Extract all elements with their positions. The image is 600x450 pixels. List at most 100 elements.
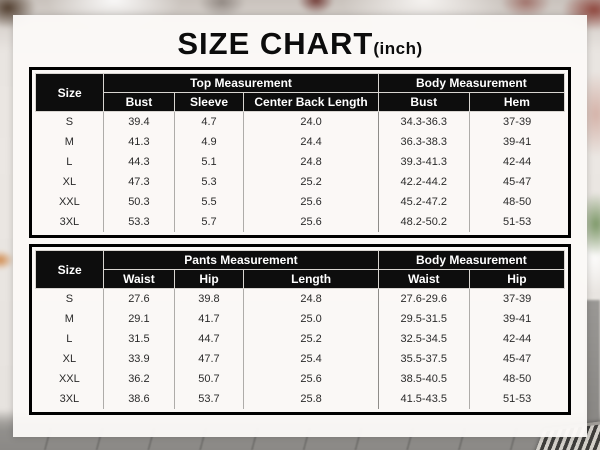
value-cell: 39.8 [173,288,244,309]
value-cell: 31.5 [103,329,175,349]
value-cell: 32.5-34.5 [377,329,470,349]
column-header-body-bust: Bust [377,92,470,112]
column-header-body-hip: Hip [468,269,566,289]
value-cell: 29.1 [103,309,175,329]
size-cell: 3XL [59,216,80,228]
table-row: XXL 36.2 50.7 25.6 38.5-40.5 48-50 [36,369,565,389]
value-cell: 36.3-38.3 [377,132,470,152]
value-cell: 39.4 [103,111,175,132]
value-cell: 44.3 [103,152,175,172]
value-cell: 5.1 [173,152,244,172]
size-cell: L [66,333,73,345]
value-cell: 24.8 [243,288,379,309]
column-header-sleeve: Sleeve [173,92,245,112]
group-header-pants-measurement: Pants Measurement [103,250,379,270]
pavement-right [585,300,600,450]
value-cell: 38.6 [103,389,175,409]
value-cell: 45-47 [468,349,565,369]
value-cell: 24.4 [243,132,379,152]
value-cell: 5.7 [173,212,244,232]
table-row: 3XL 53.3 5.7 25.6 48.2-50.2 51-53 [36,212,565,232]
size-cell: S [65,293,74,305]
column-header-length: Length [243,269,379,289]
value-cell: 35.5-37.5 [377,349,470,369]
column-header-center-back-length: Center Back Length [243,92,379,112]
size-column-header: Size [34,250,105,289]
value-cell: 47.7 [173,349,244,369]
value-cell: 25.6 [243,369,379,389]
value-cell: 42.2-44.2 [377,172,470,192]
value-cell: 25.8 [243,389,379,409]
table-row: XL 47.3 5.3 25.2 42.2-44.2 45-47 [36,172,565,192]
value-cell: 25.6 [243,192,379,212]
value-cell: 34.3-36.3 [377,111,470,132]
value-cell: 25.6 [243,212,379,232]
page-title: SIZE CHART(inch) [13,15,587,67]
value-cell: 25.2 [243,172,379,192]
column-header-waist: Waist [103,269,175,289]
value-cell: 38.5-40.5 [377,369,470,389]
size-cell: S [65,116,74,128]
value-cell: 39-41 [468,132,565,152]
group-header-top-measurement: Top Measurement [103,73,379,93]
group-header-body-measurement: Body Measurement [377,73,566,93]
size-cell: 3XL [59,393,80,405]
table-row: L 44.3 5.1 24.8 39.3-41.3 42-44 [36,152,565,172]
value-cell: 50.7 [173,369,244,389]
column-header-hip: Hip [173,269,245,289]
column-header-body-waist: Waist [377,269,470,289]
value-cell: 42-44 [468,152,565,172]
column-header-hem: Hem [468,92,566,112]
value-cell: 24.0 [243,111,379,132]
value-cell: 25.2 [243,329,379,349]
value-cell: 41.5-43.5 [377,389,470,409]
value-cell: 4.9 [173,132,244,152]
size-cell: XL [62,353,77,365]
value-cell: 51-53 [468,389,565,409]
value-cell: 27.6 [103,288,175,309]
value-cell: 39.3-41.3 [377,152,470,172]
value-cell: 42-44 [468,329,565,349]
size-column-header: Size [34,73,105,112]
size-cell: M [64,313,74,325]
top-measurement-table: Size Top Measurement Body Measurement Bu… [29,67,571,238]
value-cell: 48-50 [468,369,565,389]
table-row: M 41.3 4.9 24.4 36.3-38.3 39-41 [36,132,565,152]
value-cell: 25.0 [243,309,379,329]
value-cell: 44.7 [173,329,244,349]
value-cell: 37-39 [468,288,565,309]
value-cell: 36.2 [103,369,175,389]
title-text: SIZE CHART [177,26,374,61]
group-header-body-measurement: Body Measurement [377,250,566,270]
value-cell: 39-41 [468,309,565,329]
value-cell: 50.3 [103,192,175,212]
value-cell: 48-50 [468,192,565,212]
value-cell: 4.7 [173,111,244,132]
table-row: 3XL 38.6 53.7 25.8 41.5-43.5 51-53 [36,389,565,409]
value-cell: 5.3 [173,172,244,192]
size-cell: L [66,156,73,168]
table-row: S 39.4 4.7 24.0 34.3-36.3 37-39 [36,111,565,132]
size-cell: XL [62,176,77,188]
value-cell: 24.8 [243,152,379,172]
table-row: M 29.1 41.7 25.0 29.5-31.5 39-41 [36,309,565,329]
size-cell: XXL [58,373,80,385]
value-cell: 51-53 [468,212,565,232]
table-row: XL 33.9 47.7 25.4 35.5-37.5 45-47 [36,349,565,369]
value-cell: 53.3 [103,212,175,232]
table-row: S 27.6 39.8 24.8 27.6-29.6 37-39 [36,288,565,309]
value-cell: 45.2-47.2 [377,192,470,212]
top-measurement-body: S 39.4 4.7 24.0 34.3-36.3 37-39 M 41.3 4.9 24.4 36… [36,111,565,232]
size-cell: XXL [58,196,80,208]
column-header-bust: Bust [103,92,175,112]
value-cell: 41.7 [173,309,244,329]
value-cell: 29.5-31.5 [377,309,470,329]
value-cell: 41.3 [103,132,175,152]
size-chart-panel: SIZE CHART(inch) Size Top Measurement Bo… [13,15,587,437]
value-cell: 33.9 [103,349,175,369]
value-cell: 27.6-29.6 [377,288,470,309]
size-cell: M [64,136,74,148]
pants-measurement-body: S 27.6 39.8 24.8 27.6-29.6 37-39 M 29.1 41.7 25.0… [36,288,565,409]
value-cell: 37-39 [468,111,565,132]
value-cell: 53.7 [173,389,244,409]
